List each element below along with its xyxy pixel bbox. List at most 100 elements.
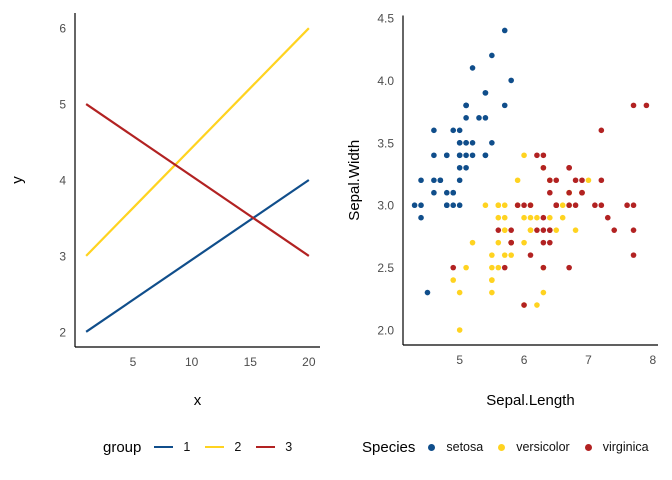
legend-species: Species setosa versicolor virginica [362, 438, 664, 456]
data-point [566, 202, 572, 209]
data-point [566, 264, 572, 271]
legend-dot-key-icon [584, 443, 592, 451]
chart-panel-lines: 5 10 15 20 2 3 4 5 6 x y [9, 13, 320, 409]
legend-item-label: 3 [285, 440, 293, 454]
y-tick-label: 2 [59, 325, 66, 339]
data-point [489, 252, 495, 258]
data-point [482, 115, 489, 121]
y-tick-label: 3.0 [377, 199, 394, 213]
data-point [566, 189, 572, 196]
series-3 [85, 103, 310, 257]
data-point [489, 140, 495, 146]
data-point [630, 202, 637, 209]
data-point [521, 302, 527, 308]
data-point [579, 177, 585, 184]
data-point [598, 177, 605, 184]
data-point [572, 202, 579, 209]
series-2 [85, 27, 310, 257]
data-point [508, 77, 514, 84]
data-point [450, 127, 457, 134]
data-point [534, 302, 540, 308]
legend-item-3: 3 [256, 440, 292, 454]
data-point [643, 102, 650, 109]
data-point [431, 152, 437, 159]
data-point [495, 214, 502, 221]
data-point [456, 140, 463, 146]
data-point [630, 252, 637, 258]
y-tick-label: 2.0 [377, 324, 394, 338]
legend-item-label: 2 [234, 440, 242, 454]
data-point [559, 214, 566, 221]
data-point [585, 177, 592, 184]
legend-line-key-icon [205, 445, 225, 449]
legend-dot-key-icon [428, 443, 436, 451]
data-point [495, 202, 502, 209]
x-tick-label: 6 [521, 353, 528, 367]
data-point [463, 102, 469, 109]
data-point [489, 52, 495, 59]
data-point [547, 189, 553, 196]
y-tick-label: 4.0 [377, 74, 394, 88]
data-point [630, 227, 637, 233]
chart-panel-scatter: 5 6 7 8 2.0 2.5 3.0 3.5 4.0 4.5 Sepal.Length Sepal.… [346, 11, 658, 409]
data-point [547, 214, 553, 221]
data-point [547, 239, 553, 246]
data-point [456, 289, 463, 296]
data-point [559, 202, 566, 209]
legend-item-virginica: virginica [584, 440, 649, 454]
data-point [521, 202, 527, 209]
legend-item-label: 1 [183, 440, 191, 454]
data-point [501, 252, 508, 258]
data-point [495, 239, 502, 246]
y-tick-label: 3 [59, 249, 66, 263]
line-series [85, 27, 310, 257]
data-point [553, 177, 560, 184]
data-point [495, 264, 502, 271]
data-point [424, 289, 431, 296]
y-tick-label: 6 [59, 22, 66, 36]
y-axis-title: Sepal.Width [346, 140, 363, 221]
data-point [598, 202, 605, 209]
data-point [508, 239, 514, 246]
data-point [527, 227, 534, 233]
legend-title-species: Species [362, 438, 416, 456]
data-point [540, 214, 547, 221]
data-point [443, 189, 450, 196]
legend-item-label: setosa [446, 440, 484, 454]
x-tick-label: 7 [585, 353, 592, 367]
data-point [476, 115, 482, 121]
data-point [547, 177, 553, 184]
data-point [495, 227, 502, 233]
data-point [508, 252, 514, 258]
data-point [469, 140, 476, 146]
data-point [456, 327, 463, 333]
data-point [547, 227, 553, 233]
x-tick-label: 10 [185, 355, 199, 369]
data-point [521, 214, 527, 221]
data-point [463, 164, 469, 171]
x-tick-label: 8 [650, 353, 657, 367]
x-axis-title: x [194, 392, 202, 409]
data-point [418, 202, 424, 209]
x-tick-label: 20 [302, 355, 316, 369]
data-point [482, 152, 489, 159]
data-point [456, 164, 463, 171]
data-point [611, 227, 618, 233]
legend-item-setosa: setosa [428, 440, 483, 454]
legend-group: group 1 2 3 [103, 438, 307, 456]
series-versicolor [450, 152, 592, 333]
data-point [431, 127, 437, 134]
data-point [418, 177, 424, 184]
data-point [514, 177, 521, 184]
data-point [501, 264, 508, 271]
y-tick-label: 4.5 [377, 11, 394, 25]
data-point [482, 202, 489, 209]
data-point [489, 289, 495, 296]
data-point [553, 227, 560, 233]
legend-title-group: group [103, 438, 142, 456]
data-point [501, 227, 508, 233]
data-point [450, 264, 457, 271]
data-point [489, 277, 495, 283]
data-point [501, 102, 508, 109]
data-point [411, 202, 418, 209]
